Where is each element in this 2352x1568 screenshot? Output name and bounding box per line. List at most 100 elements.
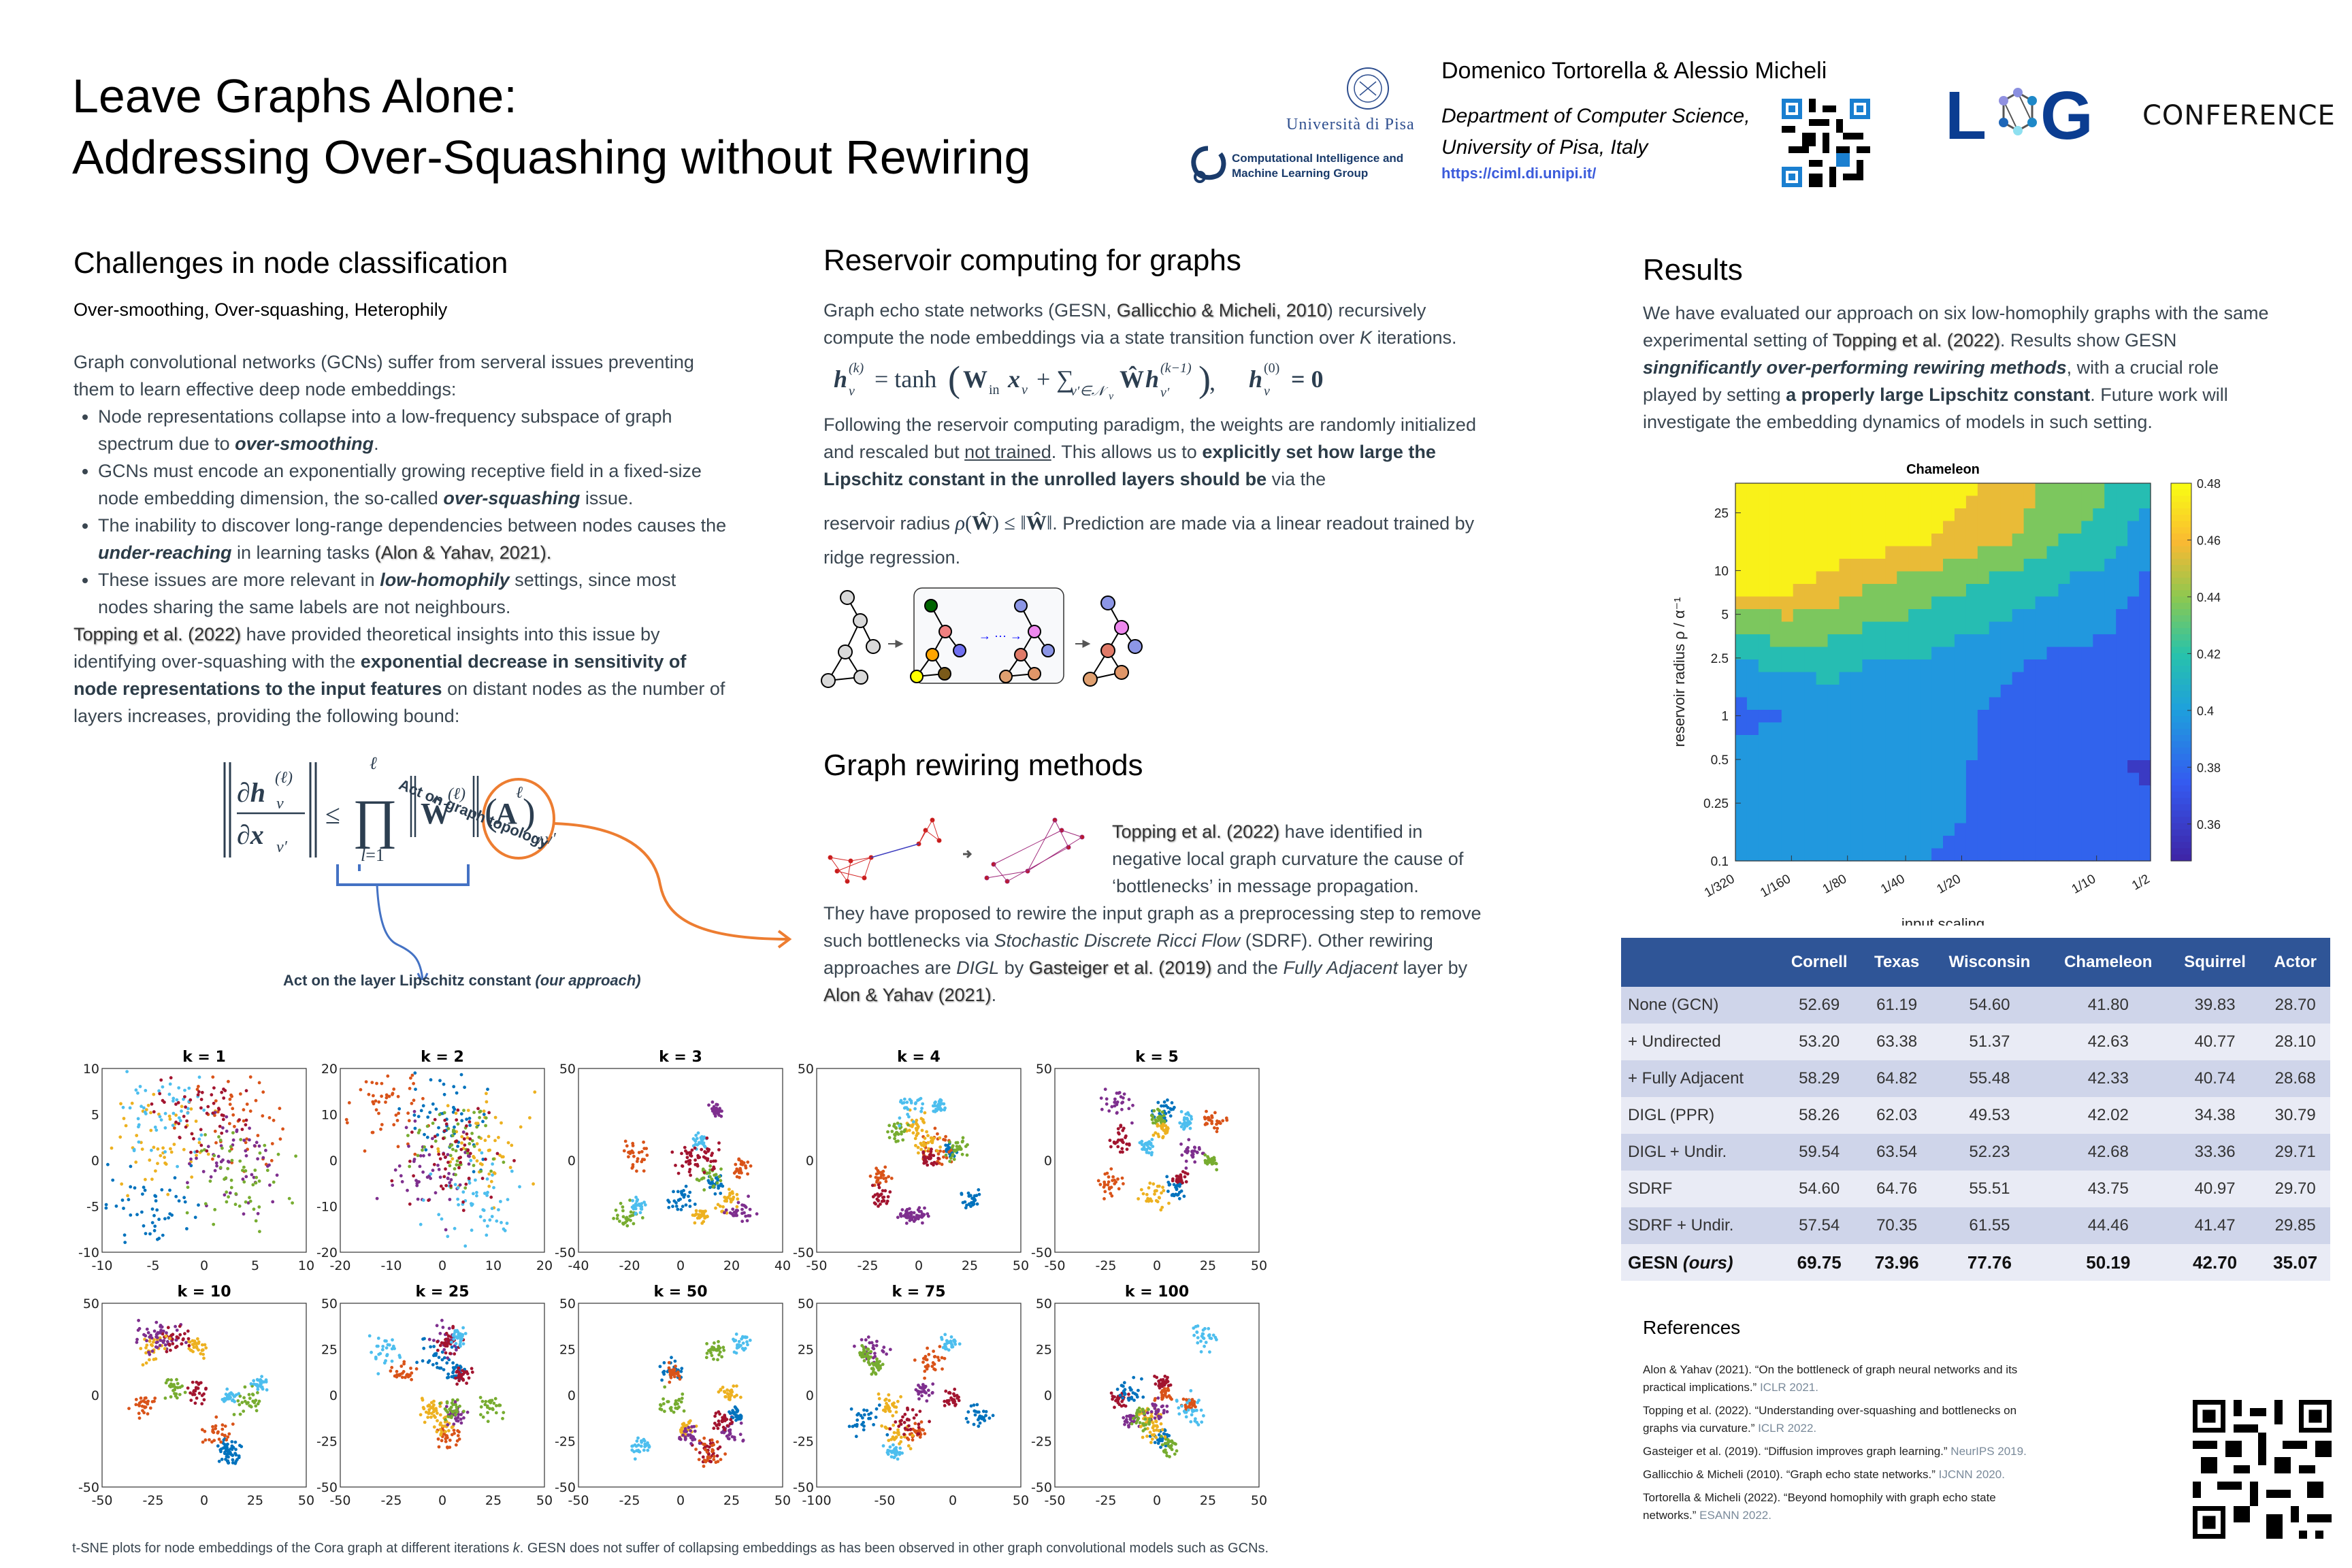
contour-cell <box>2093 659 2105 673</box>
tsne-point <box>195 1149 199 1154</box>
contour-cell <box>1977 596 1990 610</box>
tsne-point <box>896 1122 900 1125</box>
tsne-point <box>923 1137 927 1140</box>
contour-cell <box>2012 534 2025 547</box>
tsne-point <box>121 1105 125 1109</box>
tsne-point <box>1146 1411 1149 1415</box>
tsne-point <box>454 1173 457 1177</box>
y-tick-label: -50 <box>793 1245 814 1260</box>
tsne-point <box>1108 1139 1112 1143</box>
tsne-point <box>479 1169 483 1173</box>
tsne-point <box>481 1158 485 1161</box>
tsne-point <box>948 1140 951 1144</box>
tsne-point <box>936 1152 941 1156</box>
tsne-point <box>134 1398 138 1401</box>
contour-cell <box>1954 584 1967 598</box>
contour-cell <box>2046 798 2059 811</box>
citation-link[interactable]: Alon & Yahav (2021) <box>823 985 992 1005</box>
tsne-point <box>232 1413 236 1416</box>
contour-cell <box>1874 571 1886 585</box>
tsne-point <box>712 1159 715 1163</box>
contour-cell <box>1897 596 1909 610</box>
contour-cell <box>1816 647 1829 660</box>
tsne-point <box>374 1357 378 1360</box>
tsne-point <box>636 1198 640 1202</box>
tsne-point <box>174 1194 178 1198</box>
contour-cell <box>1827 798 1840 811</box>
tsne-point <box>494 1404 498 1407</box>
tsne-point <box>438 1401 442 1405</box>
tsne-point <box>1128 1414 1132 1418</box>
tsne-point <box>1166 1190 1170 1193</box>
tsne-point <box>223 1177 226 1181</box>
tsne-point <box>723 1395 728 1399</box>
tsne-point <box>697 1179 701 1182</box>
tsne-point <box>189 1391 192 1395</box>
contour-cell <box>2035 735 2048 749</box>
contour-cell <box>2093 483 2105 497</box>
tsne-point <box>862 1355 866 1359</box>
tsne-point <box>257 1081 261 1085</box>
contour-cell <box>1897 621 1909 635</box>
citation-link[interactable]: Topping et al. (2022) <box>1832 330 2000 350</box>
group-url-link[interactable]: https://ciml.di.unipi.it/ <box>1441 165 1597 182</box>
contour-cell <box>1908 710 1921 723</box>
contour-cell <box>1989 584 2002 598</box>
contour-cell <box>2127 634 2140 648</box>
tsne-point <box>926 1134 930 1138</box>
citation-link[interactable]: (Alon & Yahav, 2021). <box>374 542 552 563</box>
tsne-point <box>1128 1386 1132 1390</box>
y-tick-label: -10 <box>316 1200 338 1215</box>
tsne-point <box>1122 1092 1126 1096</box>
citation-link[interactable]: Topping et al. (2022) <box>74 624 242 644</box>
tsne-point <box>468 1142 472 1145</box>
citation-link[interactable]: Topping et al. (2022) <box>1112 821 1280 842</box>
tsne-point <box>630 1213 634 1218</box>
tsne-point <box>1191 1152 1195 1156</box>
contour-cell <box>1989 621 2002 635</box>
citation-link[interactable]: Gasteiger et al. (2019) <box>1028 958 1212 978</box>
contour-cell <box>2058 596 2070 610</box>
contour-cell <box>1839 722 1852 736</box>
contour-cell <box>2093 571 2105 585</box>
tsne-point <box>714 1411 718 1415</box>
tsne-point <box>533 1090 537 1094</box>
tsne-point <box>1159 1446 1162 1449</box>
tsne-point <box>481 1208 485 1211</box>
tsne-point <box>192 1345 196 1350</box>
tsne-point <box>412 1174 415 1178</box>
tsne-point <box>685 1156 689 1160</box>
tsne-point <box>885 1199 889 1203</box>
tsne-point <box>203 1429 207 1433</box>
tsne-point <box>1132 1416 1135 1420</box>
tsne-point <box>923 1206 926 1210</box>
contour-cell <box>1827 584 1840 598</box>
tsne-point <box>448 1446 452 1449</box>
header-qr-code[interactable] <box>1782 99 1870 187</box>
tsne-point <box>1160 1104 1163 1108</box>
tsne-point <box>1164 1451 1169 1455</box>
citation-link[interactable]: Gallicchio & Micheli, 2010 <box>1116 300 1327 321</box>
tsne-point <box>894 1140 898 1143</box>
contour-cell <box>2058 685 2070 698</box>
tsne-point <box>1109 1145 1113 1149</box>
tsne-point <box>455 1163 459 1166</box>
tsne-point <box>446 1153 450 1156</box>
tsne-point <box>719 1388 723 1392</box>
contour-cell <box>2081 621 2093 635</box>
tsne-point <box>1146 1196 1149 1200</box>
contour-cell <box>2139 508 2151 522</box>
tsne-point <box>694 1209 698 1213</box>
tsne-point <box>261 1114 265 1118</box>
tsne-point <box>154 1199 158 1203</box>
tsne-point <box>1120 1176 1124 1180</box>
tsne-point <box>486 1190 489 1194</box>
contour-cell <box>1793 609 1806 623</box>
contour-cell <box>1816 521 1829 534</box>
tsne-point <box>1110 1194 1114 1198</box>
contour-cell <box>1874 659 1886 673</box>
tsne-point <box>275 1173 279 1177</box>
contour-cell <box>1885 710 1897 723</box>
tsne-point <box>625 1215 629 1220</box>
